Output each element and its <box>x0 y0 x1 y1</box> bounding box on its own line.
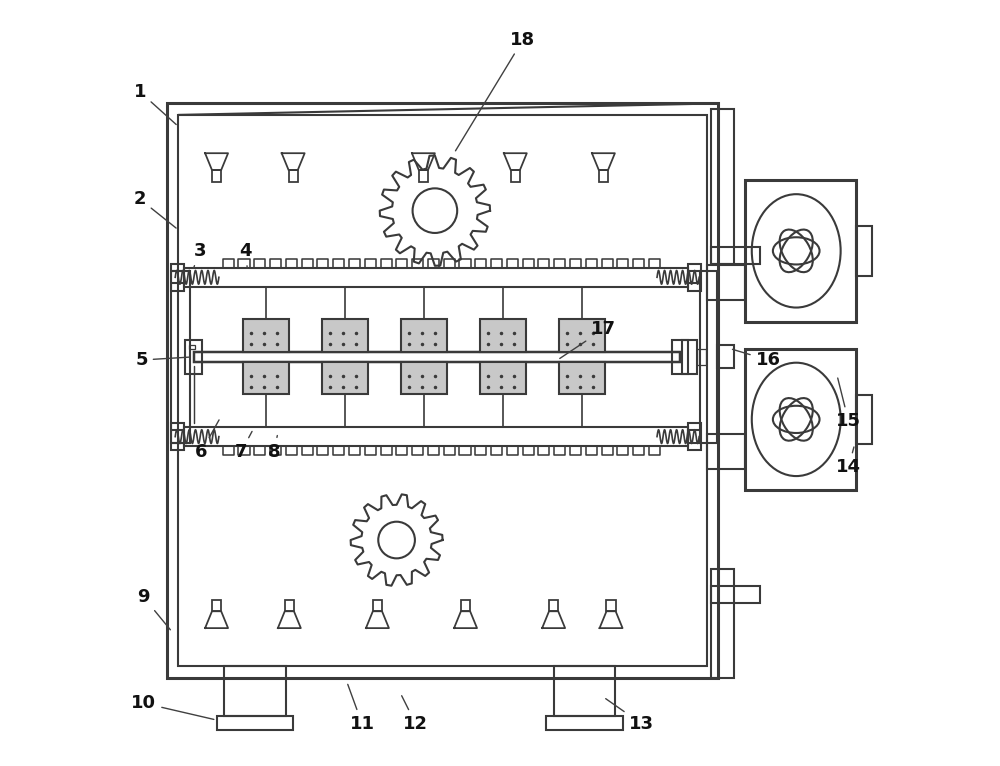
Text: 8: 8 <box>268 436 280 461</box>
Bar <box>745 180 856 322</box>
Bar <box>184 427 688 446</box>
Bar <box>707 434 745 469</box>
Bar <box>554 666 615 716</box>
Text: 4: 4 <box>239 242 252 268</box>
Bar <box>224 666 286 716</box>
Bar <box>549 600 558 611</box>
Bar <box>217 716 293 730</box>
Text: 2: 2 <box>134 190 176 228</box>
Bar <box>559 362 605 394</box>
Bar <box>559 319 605 352</box>
Bar <box>373 600 382 611</box>
Text: 12: 12 <box>402 696 428 733</box>
Bar <box>711 568 734 678</box>
Bar <box>184 267 688 286</box>
Bar <box>711 109 734 264</box>
Text: 9: 9 <box>138 588 170 630</box>
Bar <box>461 600 470 611</box>
Bar <box>688 264 701 291</box>
Bar <box>599 170 608 182</box>
Bar <box>189 345 195 349</box>
Bar <box>700 271 717 443</box>
Text: 17: 17 <box>560 320 616 358</box>
Bar <box>285 600 294 611</box>
Bar <box>243 362 289 394</box>
Bar <box>480 319 526 352</box>
Bar <box>480 362 526 394</box>
Bar <box>212 170 221 182</box>
Bar <box>419 170 428 182</box>
Bar <box>745 349 856 490</box>
Text: 16: 16 <box>732 349 781 369</box>
Bar <box>322 362 368 394</box>
Bar <box>171 264 184 291</box>
Text: 5: 5 <box>135 351 189 369</box>
Bar <box>194 352 680 362</box>
Bar <box>856 226 872 276</box>
Bar <box>707 265 745 300</box>
Text: 11: 11 <box>348 684 375 733</box>
Bar <box>717 345 734 368</box>
Text: 1: 1 <box>134 83 176 125</box>
Bar <box>606 600 616 611</box>
Bar <box>401 362 447 394</box>
Bar <box>688 423 701 450</box>
Text: 10: 10 <box>131 694 214 719</box>
Bar <box>171 271 190 443</box>
Bar <box>243 319 289 352</box>
Bar <box>711 587 760 604</box>
Bar <box>322 319 368 352</box>
Bar <box>682 339 697 374</box>
Text: 15: 15 <box>836 378 861 430</box>
Text: 18: 18 <box>455 31 536 151</box>
Bar <box>401 319 447 352</box>
Text: 6: 6 <box>195 420 219 461</box>
Bar <box>167 103 718 678</box>
Bar <box>697 349 706 365</box>
Text: 13: 13 <box>606 699 654 733</box>
Bar <box>289 170 298 182</box>
Bar <box>171 423 184 450</box>
Bar <box>672 339 688 374</box>
Text: 14: 14 <box>836 447 861 476</box>
Bar <box>856 394 872 444</box>
Text: 7: 7 <box>235 431 252 461</box>
Bar <box>212 600 221 611</box>
Bar <box>511 170 520 182</box>
Bar <box>185 339 202 374</box>
Bar <box>546 716 623 730</box>
Bar <box>178 115 707 666</box>
Text: 3: 3 <box>193 242 206 268</box>
Bar <box>711 247 760 264</box>
